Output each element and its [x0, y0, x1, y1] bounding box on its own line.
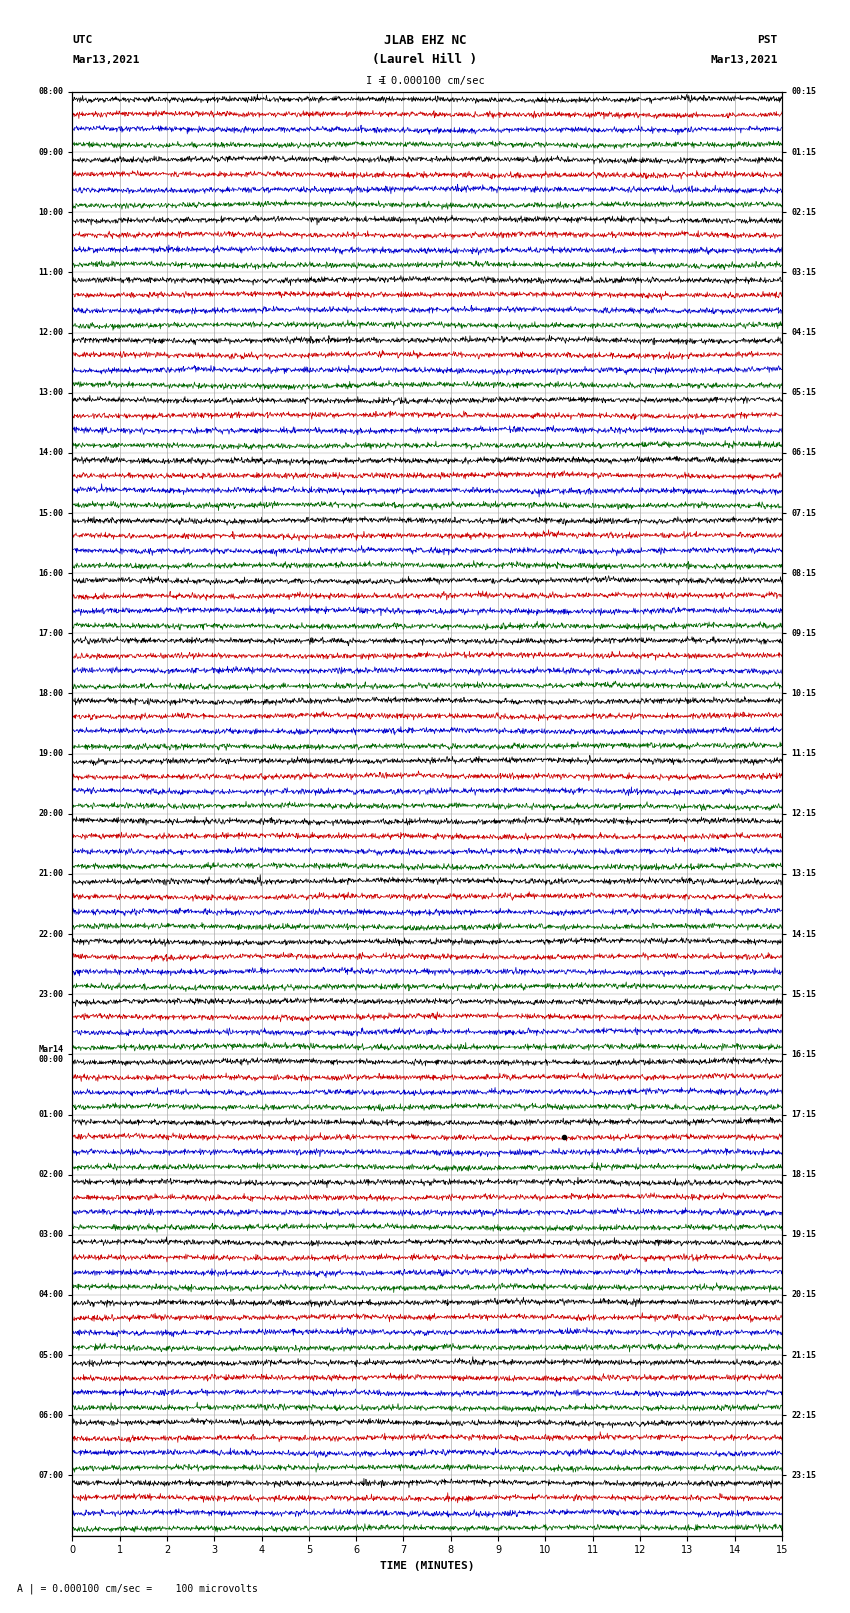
Text: Mar13,2021: Mar13,2021: [72, 55, 139, 65]
Text: (Laurel Hill ): (Laurel Hill ): [372, 53, 478, 66]
Text: A | = 0.000100 cm/sec =    100 microvolts: A | = 0.000100 cm/sec = 100 microvolts: [17, 1584, 258, 1594]
Text: I = 0.000100 cm/sec: I = 0.000100 cm/sec: [366, 76, 484, 85]
Text: JLAB EHZ NC: JLAB EHZ NC: [383, 34, 467, 47]
Text: UTC: UTC: [72, 35, 93, 45]
Text: I: I: [380, 76, 387, 85]
X-axis label: TIME (MINUTES): TIME (MINUTES): [380, 1561, 474, 1571]
Text: PST: PST: [757, 35, 778, 45]
Text: Mar13,2021: Mar13,2021: [711, 55, 778, 65]
